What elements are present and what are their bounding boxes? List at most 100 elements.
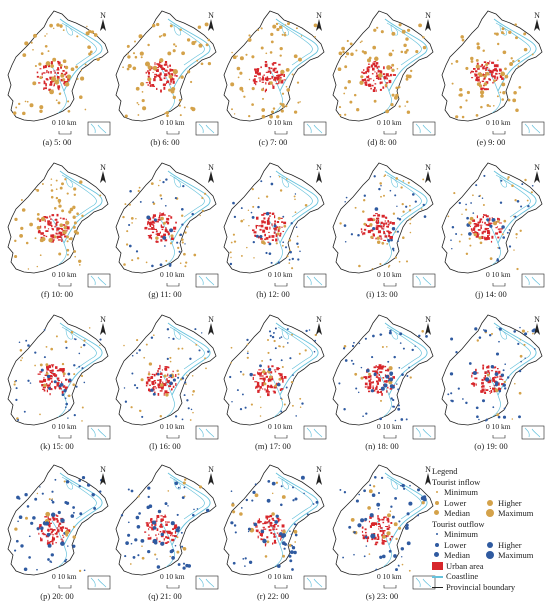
panel-caption: (l) 16: 00 bbox=[149, 441, 181, 451]
scale-bar bbox=[383, 585, 397, 589]
map-panel: N bbox=[115, 314, 219, 440]
inset-map bbox=[521, 121, 545, 136]
panel-caption: (q) 21: 00 bbox=[148, 591, 182, 601]
scale-label: 0 10 km bbox=[377, 118, 402, 127]
panel-caption: (h) 12: 00 bbox=[256, 289, 290, 299]
outflow-lower-symbol bbox=[435, 542, 439, 547]
panel-caption: (j) 14: 00 bbox=[475, 289, 507, 299]
legend-boundary: Provincial boundary bbox=[446, 581, 516, 592]
north-arrow-icon: N bbox=[316, 11, 322, 31]
tourist-flow-points bbox=[337, 23, 427, 117]
coastline bbox=[384, 18, 428, 92]
provincial-boundary bbox=[332, 314, 434, 426]
legend-inflow-lower: Lower bbox=[444, 497, 467, 508]
coastline-inner bbox=[386, 326, 422, 370]
coastline-inner bbox=[61, 22, 97, 66]
scale-label: 0 10 km bbox=[160, 572, 185, 581]
island bbox=[173, 328, 182, 340]
panel-caption: (n) 18: 00 bbox=[365, 441, 399, 451]
scale-label: 0 10 km bbox=[160, 270, 185, 279]
scale-label: 0 10 km bbox=[377, 270, 402, 279]
north-arrow-icon: N bbox=[208, 11, 214, 31]
north-arrow-icon: N bbox=[534, 11, 540, 31]
scale-bar bbox=[492, 283, 506, 287]
legend-inflow-median: Median bbox=[444, 508, 470, 518]
outflow-minimum-symbol bbox=[436, 533, 438, 535]
inset-map bbox=[303, 425, 327, 440]
map-panel: N bbox=[115, 10, 219, 136]
island bbox=[173, 176, 182, 188]
legend-coastline: Coastline bbox=[446, 571, 479, 581]
map-panel: N bbox=[7, 314, 111, 440]
coastline-inner bbox=[169, 174, 205, 218]
provincial-boundary bbox=[7, 10, 109, 122]
map-panel: N bbox=[115, 464, 219, 590]
tourist-flow-points bbox=[338, 329, 428, 422]
inset-map bbox=[195, 121, 219, 136]
inset-map bbox=[87, 121, 111, 136]
svg-text:N: N bbox=[100, 465, 106, 474]
tourist-flow-points bbox=[13, 327, 102, 422]
north-arrow-icon: N bbox=[425, 11, 431, 31]
provincial-boundary bbox=[223, 10, 325, 122]
scale-bar bbox=[166, 283, 180, 287]
north-arrow-icon: N bbox=[100, 163, 106, 183]
map-panel: N bbox=[223, 464, 327, 590]
inset-map bbox=[195, 575, 219, 590]
provincial-boundary bbox=[115, 10, 217, 122]
coastline-inner bbox=[495, 174, 531, 218]
provincial-boundary bbox=[7, 162, 109, 274]
north-arrow-icon: N bbox=[100, 465, 106, 485]
inset-map bbox=[195, 425, 219, 440]
scale-bar bbox=[383, 131, 397, 135]
legend-outflow-higher: Higher bbox=[498, 539, 522, 550]
legend-urban: Urban area bbox=[446, 560, 484, 571]
panel-caption: (r) 22: 00 bbox=[256, 591, 290, 601]
urban-area bbox=[37, 213, 70, 243]
inset-map bbox=[87, 273, 111, 288]
island bbox=[390, 176, 399, 188]
island bbox=[173, 24, 182, 36]
coastline-inner bbox=[277, 476, 313, 520]
north-arrow-icon: N bbox=[100, 315, 106, 335]
coastline-inner bbox=[169, 476, 205, 520]
legend-inflow-higher: Higher bbox=[498, 497, 522, 508]
tourist-flow-points bbox=[339, 174, 427, 270]
north-arrow-icon: N bbox=[208, 163, 214, 183]
outflow-maximum-symbol bbox=[486, 551, 494, 559]
scale-label: 0 10 km bbox=[486, 270, 511, 279]
coastline bbox=[493, 18, 537, 92]
coastline bbox=[275, 18, 319, 92]
provincial-boundary bbox=[115, 464, 217, 576]
scale-label: 0 10 km bbox=[160, 422, 185, 431]
island bbox=[281, 478, 290, 490]
outflow-median-symbol bbox=[434, 552, 439, 557]
legend-outflow-median: Median bbox=[444, 550, 470, 560]
scale-bar bbox=[492, 435, 506, 439]
coastline-inner bbox=[169, 22, 205, 66]
svg-text:N: N bbox=[316, 315, 322, 324]
scale-label: 0 10 km bbox=[268, 118, 293, 127]
scale-label: 0 10 km bbox=[268, 270, 293, 279]
svg-text:N: N bbox=[208, 11, 214, 20]
north-arrow-icon: N bbox=[534, 315, 540, 335]
tourist-flow-points bbox=[123, 328, 210, 421]
panel-caption: (g) 11: 00 bbox=[148, 289, 182, 299]
scale-bar bbox=[58, 283, 72, 287]
scale-bar bbox=[274, 283, 288, 287]
coastline bbox=[275, 170, 319, 244]
island bbox=[65, 24, 74, 36]
svg-text:N: N bbox=[316, 163, 322, 172]
river bbox=[485, 370, 501, 418]
scale-bar bbox=[492, 131, 506, 135]
coastline bbox=[167, 170, 211, 244]
coastline bbox=[275, 322, 319, 396]
map-panel: N bbox=[7, 464, 111, 590]
coastline bbox=[275, 472, 319, 546]
scale-label: 0 10 km bbox=[377, 572, 402, 581]
scale-bar bbox=[166, 435, 180, 439]
legend-outflow-maximum: Maximum bbox=[498, 550, 534, 560]
island bbox=[281, 176, 290, 188]
island bbox=[65, 176, 74, 188]
tourist-flow-points bbox=[230, 22, 318, 119]
